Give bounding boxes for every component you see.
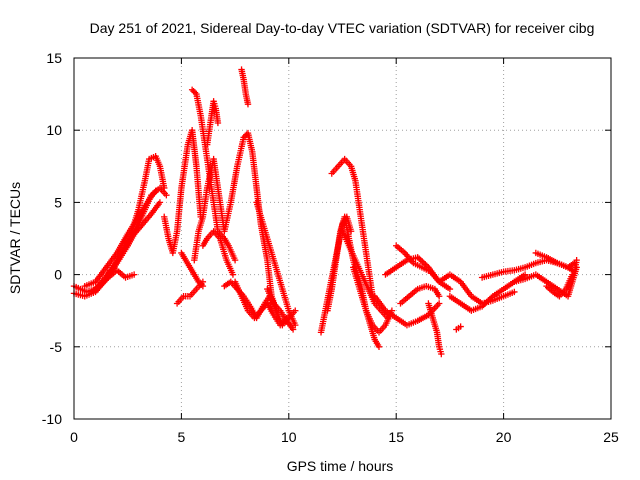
x-tick-label: 25	[603, 429, 619, 445]
data-point	[190, 88, 197, 95]
chart-title: Day 251 of 2021, Sidereal Day-to-day VTE…	[90, 20, 595, 36]
data-point	[163, 191, 170, 199]
data-point	[229, 271, 237, 278]
series-arc-10	[199, 228, 237, 278]
series-arc-20	[328, 155, 376, 300]
series-arc-19	[324, 213, 383, 350]
data-point	[191, 89, 199, 96]
data-point	[199, 278, 207, 286]
y-axis-label: SDTVAR / TECUs	[7, 182, 23, 294]
data-point	[99, 280, 106, 287]
series-arc-03	[81, 187, 159, 290]
data-point	[231, 256, 239, 264]
series-arc-23	[371, 293, 443, 329]
x-tick-label: 20	[496, 429, 512, 445]
y-tick-label: 5	[54, 194, 62, 210]
data-point	[100, 278, 108, 286]
data-point	[289, 326, 297, 333]
series-arc-33	[532, 249, 580, 275]
series-arc-16	[253, 199, 299, 329]
y-tick-label: 10	[46, 122, 62, 138]
data-point	[457, 323, 464, 330]
axis-ticks	[73, 57, 612, 420]
data-points	[70, 66, 580, 358]
data-point	[98, 281, 105, 288]
data-point	[244, 101, 252, 108]
data-point	[347, 228, 355, 235]
y-tick-label: 15	[46, 50, 62, 66]
series-arc-04	[87, 267, 138, 296]
series-arc-09	[203, 98, 222, 148]
series-arc-11	[238, 66, 252, 108]
x-tick-label: 0	[70, 429, 78, 445]
data-point	[241, 132, 249, 140]
data-point	[435, 300, 443, 307]
data-point	[214, 119, 222, 127]
series-arc-22	[350, 264, 396, 336]
data-point	[96, 282, 103, 290]
data-point	[156, 199, 164, 206]
x-tick-label: 5	[178, 429, 186, 445]
plot-frame	[73, 57, 612, 420]
series-arc-30	[453, 323, 464, 333]
series-arc-06	[161, 127, 204, 257]
data-point	[446, 285, 454, 293]
data-point	[152, 187, 159, 195]
data-point	[130, 271, 138, 278]
x-tick-label: 10	[281, 429, 297, 445]
y-tick-label: 0	[54, 267, 62, 283]
data-point	[103, 275, 111, 283]
data-point	[102, 277, 109, 284]
y-tick-label: -5	[50, 339, 63, 355]
x-tick-labels: 0 5 10 15 20 25	[70, 429, 619, 445]
y-tick-label: -10	[42, 411, 62, 427]
data-point	[188, 86, 196, 93]
series-arc-12	[178, 249, 207, 290]
series-arc-17	[264, 285, 297, 333]
x-axis-label: GPS time / hours	[287, 458, 394, 474]
data-point	[292, 307, 299, 314]
data-point	[375, 343, 383, 350]
series-arc-34	[543, 271, 576, 300]
y-tick-labels: -10 -5 0 5 10 15	[42, 50, 62, 427]
data-point	[573, 256, 580, 264]
series-arc-26	[397, 282, 443, 307]
data-point	[438, 350, 445, 358]
series-arc-27	[425, 300, 445, 358]
series-arc-21	[339, 228, 391, 322]
series-arc-05	[124, 199, 164, 249]
data-point	[435, 293, 443, 300]
grid-lines	[74, 58, 611, 419]
series-arc-15	[231, 278, 290, 329]
x-tick-label: 15	[388, 429, 404, 445]
data-point	[511, 288, 518, 296]
data-point	[292, 321, 299, 329]
data-point	[569, 271, 576, 278]
series-arc-13	[173, 278, 207, 307]
